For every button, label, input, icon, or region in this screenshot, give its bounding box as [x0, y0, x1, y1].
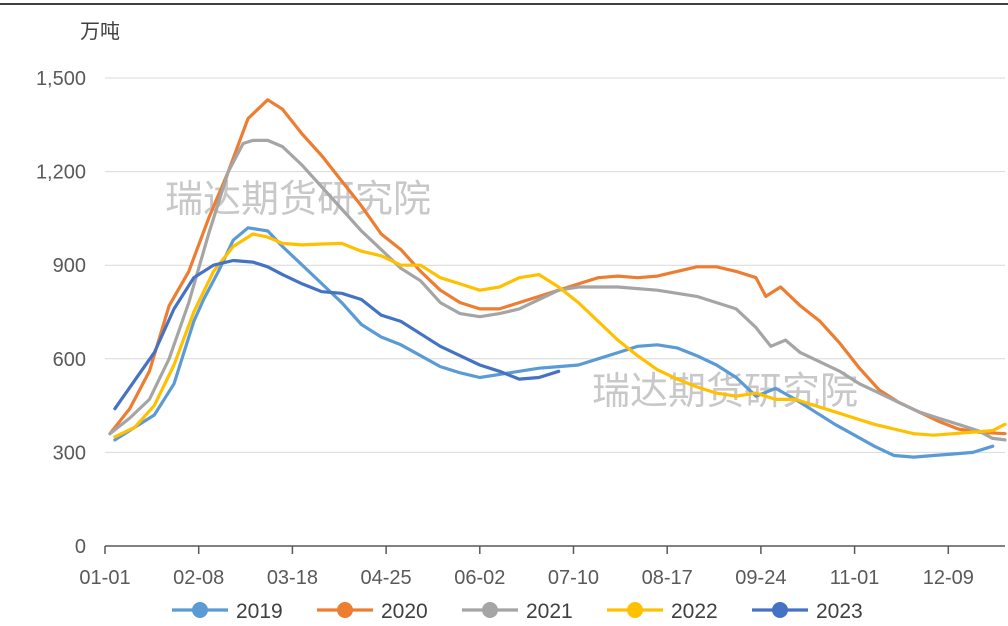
legend-marker-2023 — [772, 602, 788, 618]
gridlines — [105, 77, 1005, 453]
legend-label-2019: 2019 — [236, 600, 283, 623]
series-line-2021 — [108, 138, 1007, 442]
legend-label-2021: 2021 — [526, 600, 573, 623]
watermark-1: 瑞达期货研究院 — [165, 177, 431, 221]
legend-label-2023: 2023 — [816, 600, 863, 623]
series-line-2020 — [108, 98, 1007, 436]
x-tick-label: 03-18 — [267, 567, 318, 589]
x-tick-label: 09-24 — [735, 567, 786, 589]
x-tick-label: 11-01 — [830, 567, 880, 589]
legend-marker-2020 — [337, 602, 353, 618]
legend-label-2020: 2020 — [381, 600, 428, 623]
y-tick-label: 900 — [53, 255, 86, 277]
legend: 2019 2020 2021 2022 2023 — [172, 600, 863, 623]
x-tick-label: 12-09 — [923, 567, 974, 589]
y-tick-label: 600 — [53, 349, 86, 371]
series-line-2023 — [113, 258, 561, 411]
series-line-2019 — [113, 226, 995, 459]
x-tick-label: 02-08 — [173, 567, 224, 589]
x-tick-label: 06-02 — [454, 567, 505, 589]
y-tick-label: 300 — [53, 442, 86, 464]
y-axis-unit: 万吨 — [80, 20, 120, 43]
legend-marker-2022 — [627, 602, 643, 618]
y-tick-label: 1,500 — [36, 68, 86, 90]
x-tick-label: 04-25 — [361, 567, 412, 589]
x-tick-label: 01-01 — [79, 567, 130, 589]
legend-marker-2021 — [482, 602, 498, 618]
y-tick-label: 1,200 — [36, 162, 86, 184]
y-tick-label: 0 — [75, 536, 86, 558]
series-lines — [108, 98, 1007, 459]
legend-marker-2019 — [192, 602, 208, 618]
axes: 0 300 600 900 1,200 1,500 01-01 02-08 03-18 04-25… — [36, 68, 1005, 589]
x-tick-label: 07-10 — [548, 567, 599, 589]
x-tick-label: 08-17 — [642, 567, 693, 589]
legend-label-2022: 2022 — [671, 600, 718, 623]
series-line-2022 — [113, 232, 1007, 439]
